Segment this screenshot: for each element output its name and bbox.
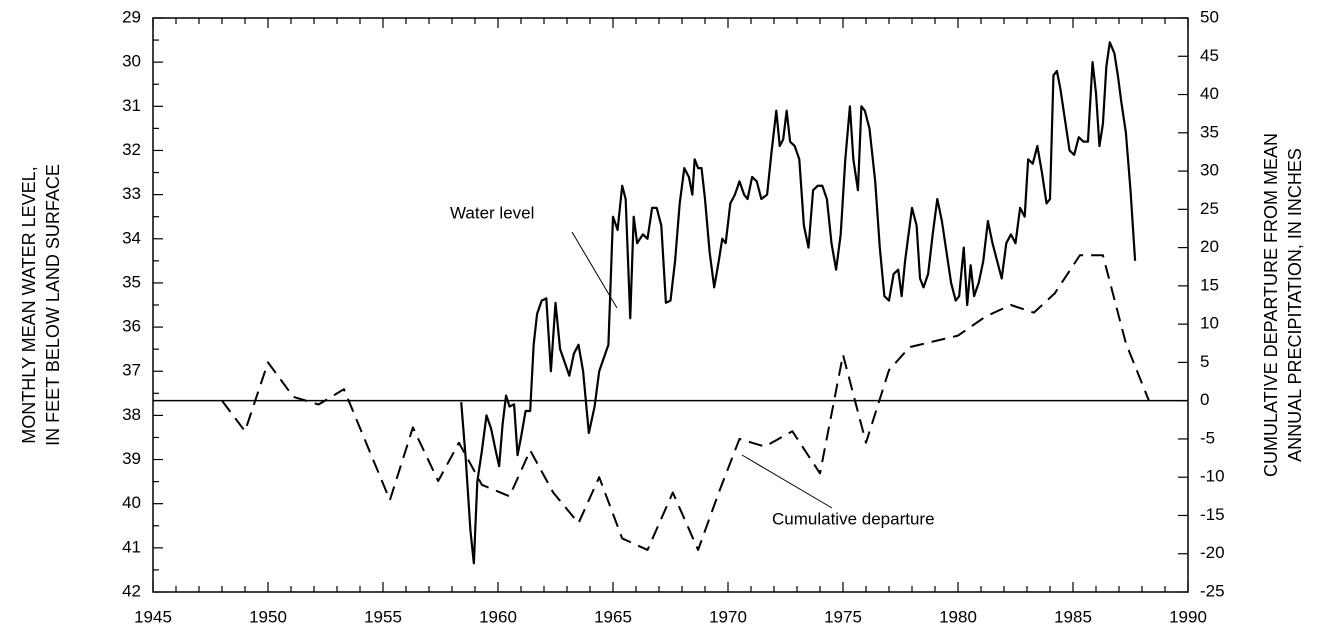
y-tick-label: 42 [122,581,141,600]
x-tick-label: 1955 [364,607,402,626]
y2-axis-title: ANNUAL PRECIPITATION, IN INCHES [1285,148,1305,462]
y-tick-label: 39 [122,449,141,468]
y2-tick-label: 30 [1200,161,1219,180]
data-line [460,41,1137,565]
y2-tick-label: -10 [1200,467,1225,486]
x-tick-label: 1960 [479,607,517,626]
y2-tick-label: 40 [1200,84,1219,103]
annotation: Water level [450,203,534,222]
y2-tick-label: 0 [1200,390,1209,409]
y2-tick-label: -20 [1200,543,1225,562]
x-tick-label: 1990 [1169,607,1207,626]
annotation: Cumulative departure [772,509,935,528]
y2-tick-label: 20 [1200,237,1219,256]
y2-tick-label: 45 [1200,46,1219,65]
x-tick-label: 1945 [134,607,172,626]
y-tick-label: 29 [122,7,141,26]
y2-tick-label: 15 [1200,275,1219,294]
y-tick-label: 41 [122,537,141,556]
x-tick-label: 1950 [249,607,287,626]
x-tick-label: 1965 [594,607,632,626]
x-tick-label: 1985 [1054,607,1092,626]
leader-line [741,454,833,509]
y-tick-label: 31 [122,96,141,115]
y-tick-label: 33 [122,184,141,203]
y2-tick-label: 5 [1200,352,1209,371]
plot-frame [152,17,1189,593]
y2-axis-title: CUMULATIVE DEPARTURE FROM MEAN [1261,133,1281,477]
y-tick-label: 36 [122,317,141,336]
y2-tick-label: -5 [1200,428,1215,447]
x-tick-label: 1975 [824,607,862,626]
y2-tick-label: 50 [1200,7,1219,26]
y-tick-label: 40 [122,493,141,512]
x-tick-label: 1980 [939,607,977,626]
y-tick-label: 32 [122,140,141,159]
y2-tick-label: 35 [1200,122,1219,141]
y2-tick-label: 10 [1200,314,1219,333]
y2-tick-label: -25 [1200,581,1225,600]
y2-tick-label: 25 [1200,199,1219,218]
y-tick-label: 35 [122,272,141,291]
y-tick-label: 38 [122,405,141,424]
x-tick-label: 1970 [709,607,747,626]
y-tick-label: 37 [122,361,141,380]
y-axis-title: IN FEET BELOW LAND SURFACE [43,164,63,446]
data-line [221,254,1150,551]
y-tick-label: 34 [122,228,141,247]
y2-tick-label: -15 [1200,505,1225,524]
y-tick-label: 30 [122,52,141,71]
y-axis-title: MONTHLY MEAN WATER LEVEL, [19,166,39,443]
